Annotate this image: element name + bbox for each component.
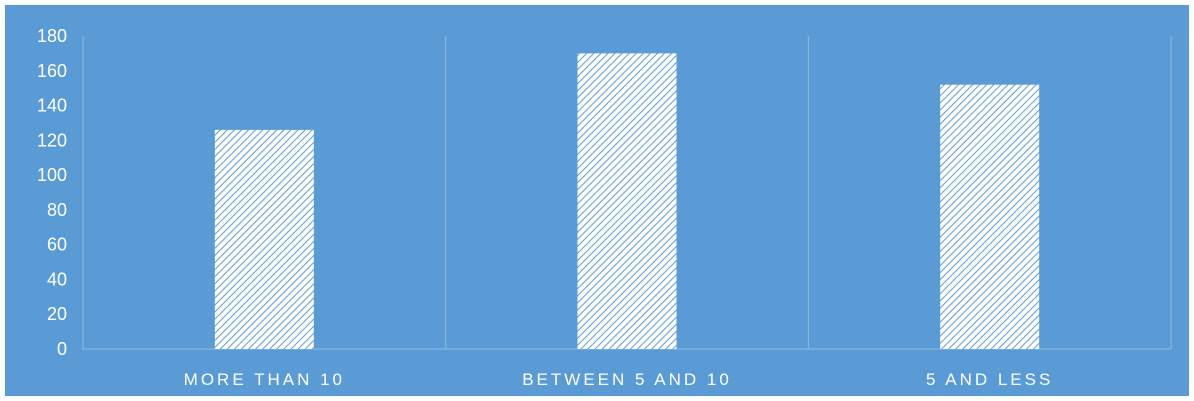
bar-chart: 0 20 40 60 80 100 120 140 160 180 MORE THAN 10 BET… xyxy=(37,26,1172,389)
chart-area: 0 20 40 60 80 100 120 140 160 180 MORE THAN 10 BET… xyxy=(5,5,1189,396)
y-tick-label: 100 xyxy=(37,165,67,185)
y-tick-label: 120 xyxy=(37,130,67,150)
bar-more-than-10 xyxy=(214,129,314,349)
y-tick-label: 160 xyxy=(37,61,67,81)
y-tick-label: 40 xyxy=(47,269,67,289)
y-tick-label: 0 xyxy=(57,339,67,359)
bar-5-and-less xyxy=(940,84,1040,349)
x-tick-label: MORE THAN 10 xyxy=(184,370,345,389)
y-tick-label: 80 xyxy=(47,200,67,220)
y-tick-label: 180 xyxy=(37,26,67,46)
x-tick-label: 5 AND LESS xyxy=(926,370,1053,389)
y-tick-label: 20 xyxy=(47,304,67,324)
y-tick-label: 140 xyxy=(37,96,67,116)
y-tick-label: 60 xyxy=(47,235,67,255)
x-tick-label: BETWEEN 5 AND 10 xyxy=(522,370,732,389)
bar-between-5-and-10 xyxy=(577,53,677,350)
